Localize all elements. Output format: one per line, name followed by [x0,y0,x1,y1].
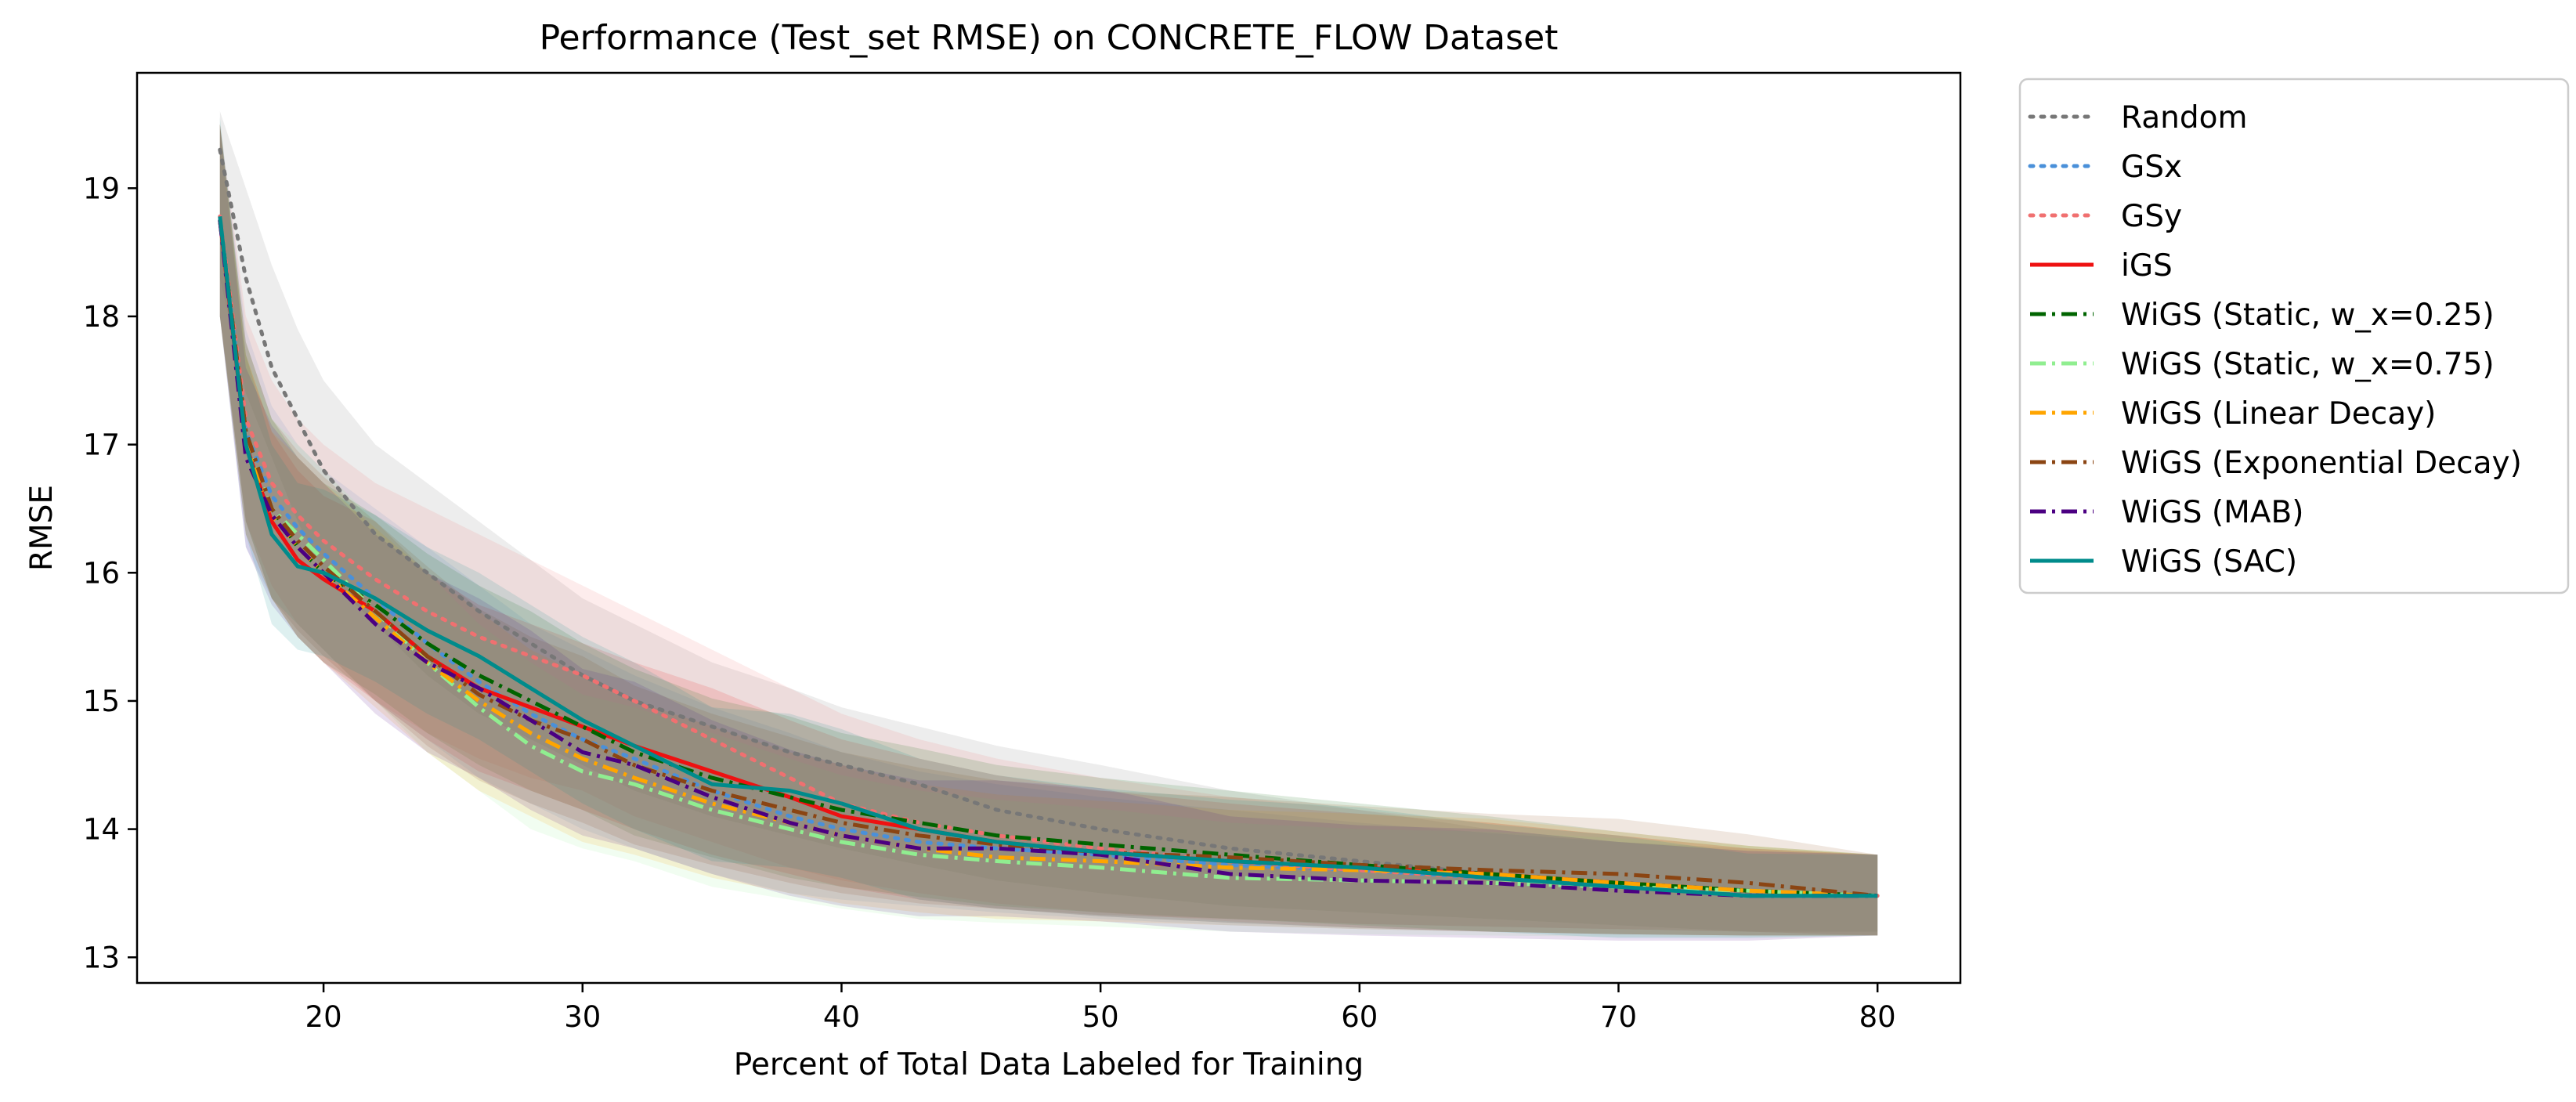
x-tick-label: 80 [1859,1000,1896,1034]
band-wigs-linear-decay [219,124,1878,936]
y-tick-label: 13 [83,941,120,974]
x-tick-label: 70 [1600,1000,1637,1034]
band-random [219,111,1878,932]
y-tick-label: 19 [83,172,120,205]
y-axis: 13 14 15 16 17 18 19 [83,172,137,974]
legend-label: WiGS (Linear Decay) [2121,396,2436,432]
x-axis: 20 30 40 50 60 70 80 [305,983,1896,1034]
band-gsx [219,124,1878,936]
plot-area-frame [135,71,1962,985]
legend-label: iGS [2121,248,2173,284]
legend-item-wigs-static-w-x-0-25: WiGS (Static, w_x=0.25) [2030,298,2495,333]
legend-item-wigs-static-w-x-0-75: WiGS (Static, w_x=0.75) [2030,347,2495,382]
x-tick-label: 60 [1341,1000,1378,1034]
legend: Random GSx GSy iGS WiGS (Static, w_x=0.25) Wi… [2018,78,2570,594]
confidence-bands [219,111,1878,941]
y-tick-label: 15 [83,685,120,718]
legend-item-random: Random [2028,100,2247,135]
series-line-wigs-sac [218,216,1878,898]
legend-item-wigs-linear-decay: WiGS (Linear Decay) [2030,396,2436,432]
x-axis-label: Percent of Total Data Labeled for Traini… [734,1047,1364,1082]
series-line-wigs-static-w-x-0-25 [218,219,1878,898]
x-tick-label: 30 [564,1000,601,1034]
y-tick-label: 16 [83,556,120,590]
legend-item-wigs-mab: WiGS (MAB) [2030,495,2303,530]
legend-item-gsy: GSy [2028,199,2182,234]
chart-title: Performance (Test_set RMSE) on CONCRETE_… [540,18,1559,58]
band-wigs-mab [219,124,1878,941]
legend-label: WiGS (Static, w_x=0.75) [2121,347,2495,382]
legend-item-gsx: GSx [2028,150,2182,185]
legend-label: GSy [2121,199,2182,234]
series-lines [218,147,1880,898]
legend-frame [2018,78,2570,594]
band-igs [219,124,1878,936]
legend-label: WiGS (SAC) [2121,544,2297,580]
x-tick-label: 20 [305,1000,342,1034]
band-wigs-static-w-x-0-75 [219,124,1878,938]
series-line-wigs-mab [218,219,1878,898]
legend-label: WiGS (MAB) [2121,495,2303,530]
legend-label: WiGS (Exponential Decay) [2121,446,2522,481]
series-line-random [218,147,1880,898]
band-wigs-sac [219,117,1878,938]
x-tick-label: 40 [823,1000,860,1034]
legend-label: Random [2121,100,2247,135]
series-line-wigs-static-w-x-0-75 [218,219,1878,898]
legend-item-wigs-exponential-decay: WiGS (Exponential Decay) [2030,446,2522,481]
legend-item-wigs-sac: WiGS (SAC) [2030,544,2297,580]
legend-label: GSx [2121,150,2182,185]
band-wigs-static-w-x-0-25 [219,124,1878,936]
y-tick-label: 14 [83,813,120,847]
band-gsy [219,124,1878,936]
y-tick-label: 17 [83,428,120,462]
y-axis-label: RMSE [24,485,60,571]
series-line-wigs-exponential-decay [218,219,1878,898]
y-tick-label: 18 [83,300,120,334]
x-tick-label: 50 [1082,1000,1119,1034]
series-line-gsy [218,214,1880,898]
legend-label: WiGS (Static, w_x=0.25) [2121,298,2495,333]
legend-item-igs: iGS [2030,248,2173,284]
band-wigs-exponential-decay [219,124,1878,936]
